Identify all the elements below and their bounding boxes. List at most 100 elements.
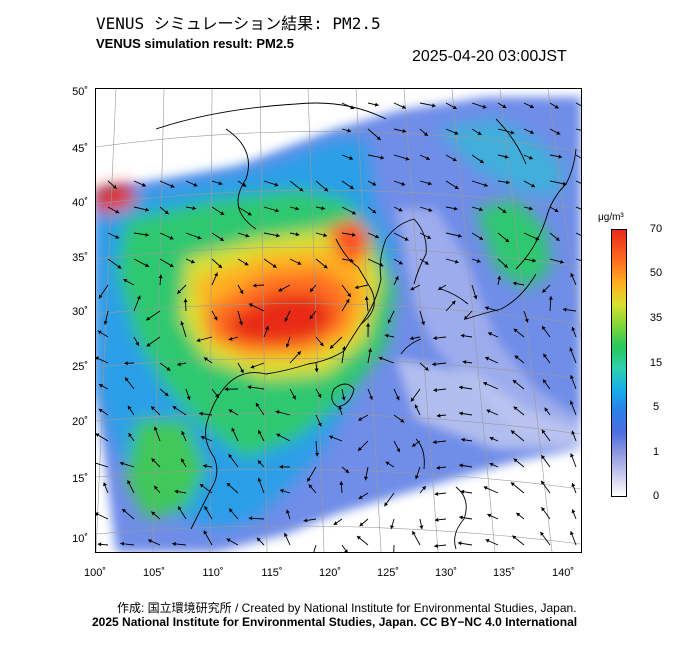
wind-arrowhead	[432, 440, 437, 445]
wind-arrowhead	[319, 342, 324, 347]
wind-arrowhead	[571, 327, 576, 331]
wind-arrowhead	[229, 508, 233, 513]
wind-arrowhead	[422, 486, 426, 490]
wind-arrowhead	[317, 422, 322, 427]
wind-arrowhead	[524, 318, 529, 323]
wind-arrowhead	[379, 262, 384, 267]
wind-arrowhead	[415, 475, 419, 480]
wind-arrowhead	[285, 343, 290, 348]
wind-arrowhead	[395, 396, 400, 401]
wind-arrowhead	[239, 290, 244, 294]
wind-arrowhead	[543, 379, 547, 384]
wind-arrowhead	[483, 486, 488, 490]
wind-arrowhead	[380, 155, 385, 160]
wind-arrowhead	[344, 549, 348, 552]
wind-arrowhead	[398, 207, 403, 212]
wind-arrowhead	[530, 130, 534, 134]
wind-arrowhead	[177, 289, 182, 294]
wind-arrowhead	[396, 448, 401, 453]
wind-arrowhead	[329, 344, 334, 349]
wind-arrowhead	[148, 539, 152, 543]
lon-label: 110˚	[202, 567, 224, 579]
pm25-map	[95, 88, 582, 553]
wind-arrowhead	[339, 481, 344, 485]
wind-arrowhead	[510, 130, 515, 135]
wind-arrowhead	[276, 433, 281, 438]
wind-arrowhead	[181, 431, 185, 435]
wind-arrowhead	[438, 286, 443, 290]
wind-arrowhead	[540, 531, 545, 536]
wind-arrowhead	[245, 233, 250, 238]
wind-arrowhead	[421, 321, 426, 326]
wind-arrowhead	[247, 385, 252, 390]
wind-vector	[575, 258, 581, 261]
wind-arrowhead	[452, 105, 457, 110]
wind-arrowhead	[432, 362, 436, 367]
wind-arrowhead	[554, 104, 559, 109]
wind-arrowhead	[358, 417, 363, 421]
wind-arrowhead	[258, 430, 262, 435]
wind-arrowhead	[347, 128, 352, 133]
wind-arrowhead	[402, 105, 406, 109]
wind-arrowhead	[203, 530, 208, 535]
wind-arrowhead	[164, 210, 169, 215]
wind-arrowhead	[451, 300, 456, 305]
wind-arrowhead	[390, 525, 395, 529]
wind-arrowhead	[120, 541, 124, 546]
wind-arrowhead	[554, 208, 559, 212]
wind-arrowhead	[242, 183, 247, 187]
wind-arrowhead	[183, 298, 188, 303]
wind-arrowhead	[145, 207, 149, 212]
wind-arrowhead	[571, 509, 576, 514]
wind-arrowhead	[354, 285, 359, 290]
wind-arrowhead	[401, 181, 406, 186]
wind-arrowhead	[97, 542, 102, 547]
wind-arrowhead	[459, 385, 463, 390]
wind-arrowhead	[351, 210, 356, 215]
wind-arrowhead	[454, 131, 459, 135]
wind-arrowhead	[172, 541, 176, 546]
wind-arrowhead	[250, 364, 255, 369]
wind-arrowhead	[368, 348, 373, 352]
wind-arrowhead	[279, 464, 283, 469]
wind-arrowhead	[181, 458, 185, 463]
wind-arrowhead	[529, 104, 534, 109]
wind-arrowhead	[153, 426, 158, 431]
wind-arrowhead	[357, 536, 361, 540]
wind-arrowhead	[203, 464, 207, 469]
wind-arrowhead	[542, 326, 546, 330]
wind-arrowhead	[200, 435, 205, 440]
wind-arrowhead	[98, 408, 103, 413]
wind-arrowhead	[432, 103, 436, 108]
wind-arrowhead	[427, 235, 431, 239]
wind-arrowhead	[541, 480, 545, 485]
wind-arrowhead	[226, 482, 231, 487]
wind-arrowhead	[358, 495, 363, 499]
wind-arrowhead	[96, 356, 99, 361]
wind-arrowhead	[425, 156, 430, 160]
wind-arrowhead	[257, 477, 262, 482]
wind-arrowhead	[541, 429, 546, 434]
lat-label: 40˚	[72, 197, 88, 209]
title-english: VENUS simulation result: PM2.5	[96, 36, 294, 51]
wind-arrowhead	[253, 283, 257, 288]
wind-arrowhead	[569, 347, 574, 352]
wind-arrowhead	[135, 341, 139, 346]
wind-arrowhead	[323, 264, 328, 269]
wind-arrowhead	[333, 521, 338, 525]
wind-arrowhead	[364, 476, 368, 481]
wind-arrowhead	[414, 404, 419, 409]
wind-arrowhead	[127, 405, 132, 410]
wind-arrowhead	[103, 482, 107, 487]
wind-arrowhead	[122, 509, 127, 513]
wind-arrowhead	[378, 356, 383, 361]
wind-arrowhead	[295, 206, 299, 211]
wind-arrowhead	[231, 427, 236, 432]
wind-arrowhead	[452, 157, 457, 162]
wind-arrowhead	[376, 136, 381, 140]
wind-arrowhead	[123, 279, 128, 283]
wind-arrowhead	[433, 336, 437, 341]
wind-arrowhead	[98, 294, 103, 299]
wind-arrowhead	[558, 154, 563, 159]
wind-arrowhead	[532, 258, 536, 263]
